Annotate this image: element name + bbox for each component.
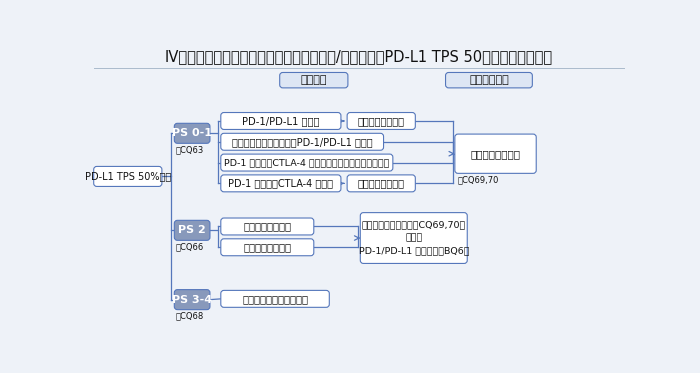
Text: Ⅳ期非小細胞肺癌：ドライバー遺伝子変異/転座陰性，PD-L1 TPS 50％以上の治療方針: Ⅳ期非小細胞肺癌：ドライバー遺伝子変異/転座陰性，PD-L1 TPS 50％以上…	[165, 50, 552, 65]
Text: 細胞傷害性抗癌薬: 細胞傷害性抗癌薬	[358, 178, 405, 188]
Text: 一次治療: 一次治療	[300, 75, 327, 85]
Text: 細胞傷害性抗癌薬: 細胞傷害性抗癌薬	[470, 149, 521, 159]
FancyBboxPatch shape	[174, 220, 210, 240]
Text: 注CQ69,70: 注CQ69,70	[457, 175, 498, 184]
Text: 細胞傷害性抗癌薬（注CQ69,70）: 細胞傷害性抗癌薬（注CQ69,70）	[362, 221, 466, 230]
FancyBboxPatch shape	[174, 289, 210, 310]
Text: 注CQ66: 注CQ66	[176, 242, 204, 251]
Text: 細胞傷害性抗癌薬: 細胞傷害性抗癌薬	[358, 116, 405, 126]
FancyBboxPatch shape	[280, 72, 348, 88]
FancyBboxPatch shape	[220, 239, 314, 256]
Text: PS 2: PS 2	[178, 225, 206, 235]
Text: 薬物療法は勧められない: 薬物療法は勧められない	[242, 294, 308, 304]
Text: PD-1/PD-L1 阻害薬（注BQ6）: PD-1/PD-L1 阻害薬（注BQ6）	[358, 246, 469, 255]
FancyBboxPatch shape	[220, 133, 384, 150]
FancyBboxPatch shape	[174, 123, 210, 143]
Text: PD-1 阻害薬＋CTLA-4 阻害薬: PD-1 阻害薬＋CTLA-4 阻害薬	[228, 178, 333, 188]
Text: PS 3-4: PS 3-4	[172, 295, 212, 305]
FancyBboxPatch shape	[446, 72, 533, 88]
Text: 二次治療以降: 二次治療以降	[469, 75, 509, 85]
Text: 注CQ68: 注CQ68	[176, 311, 204, 320]
Text: または: または	[405, 233, 422, 242]
FancyBboxPatch shape	[220, 113, 341, 129]
Text: PD-1 阻害薬＋CTLA-4 阻害薬＋プラチナ製剤併用療法: PD-1 阻害薬＋CTLA-4 阻害薬＋プラチナ製剤併用療法	[224, 158, 389, 167]
FancyBboxPatch shape	[94, 166, 162, 186]
Text: PD-L1 TPS 50%以上: PD-L1 TPS 50%以上	[85, 172, 171, 181]
Text: PD-1/PD-L1 阻害薬: PD-1/PD-L1 阻害薬	[242, 116, 320, 126]
FancyBboxPatch shape	[220, 154, 393, 171]
Text: 細胞傷害性抗癌薬: 細胞傷害性抗癌薬	[244, 222, 291, 232]
FancyBboxPatch shape	[347, 175, 415, 192]
Text: 注CQ63: 注CQ63	[176, 145, 204, 154]
FancyBboxPatch shape	[455, 134, 536, 173]
FancyBboxPatch shape	[220, 291, 329, 307]
FancyBboxPatch shape	[220, 175, 341, 192]
Text: ペムブロリズマブ: ペムブロリズマブ	[244, 242, 291, 252]
FancyBboxPatch shape	[360, 213, 468, 263]
FancyBboxPatch shape	[347, 113, 415, 129]
FancyBboxPatch shape	[220, 218, 314, 235]
Text: PS 0-1: PS 0-1	[172, 128, 212, 138]
Text: プラチナ製剤併用療法＋PD-1/PD-L1 阻害薬: プラチナ製剤併用療法＋PD-1/PD-L1 阻害薬	[232, 137, 372, 147]
